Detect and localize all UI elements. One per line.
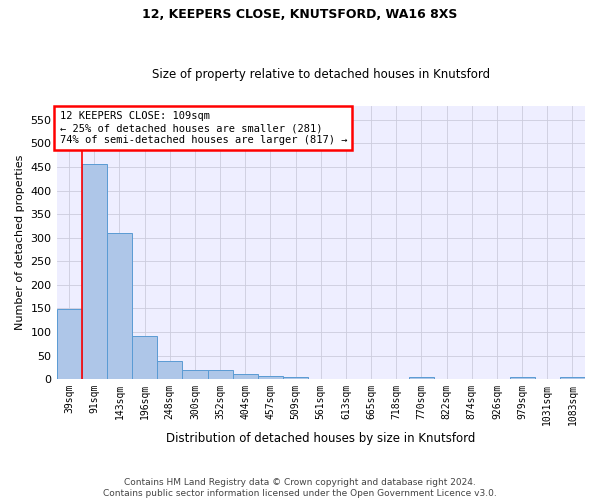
Bar xyxy=(258,376,283,379)
Text: 12, KEEPERS CLOSE, KNUTSFORD, WA16 8XS: 12, KEEPERS CLOSE, KNUTSFORD, WA16 8XS xyxy=(142,8,458,20)
Bar xyxy=(409,376,434,379)
X-axis label: Distribution of detached houses by size in Knutsford: Distribution of detached houses by size … xyxy=(166,432,475,445)
Bar xyxy=(208,370,233,379)
Bar xyxy=(132,336,157,379)
Bar xyxy=(509,376,535,379)
Text: 12 KEEPERS CLOSE: 109sqm
← 25% of detached houses are smaller (281)
74% of semi-: 12 KEEPERS CLOSE: 109sqm ← 25% of detach… xyxy=(59,112,347,144)
Bar xyxy=(157,361,182,379)
Bar xyxy=(560,376,585,379)
Bar xyxy=(56,310,82,379)
Text: Contains HM Land Registry data © Crown copyright and database right 2024.
Contai: Contains HM Land Registry data © Crown c… xyxy=(103,478,497,498)
Bar xyxy=(283,376,308,379)
Bar xyxy=(182,370,208,379)
Bar xyxy=(82,164,107,379)
Title: Size of property relative to detached houses in Knutsford: Size of property relative to detached ho… xyxy=(152,68,490,81)
Bar xyxy=(107,233,132,379)
Y-axis label: Number of detached properties: Number of detached properties xyxy=(15,154,25,330)
Bar xyxy=(233,374,258,379)
